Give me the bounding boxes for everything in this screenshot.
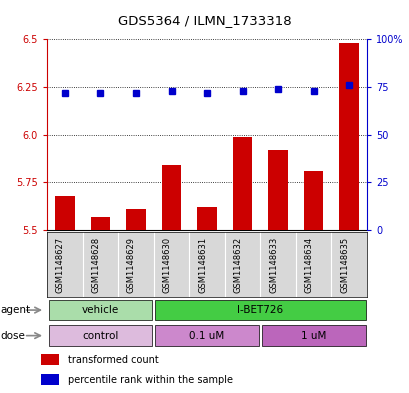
Text: GSM1148632: GSM1148632: [233, 237, 242, 293]
Bar: [126, 209, 146, 230]
Bar: [90, 217, 110, 230]
Bar: [48, 325, 152, 346]
Text: I-BET726: I-BET726: [237, 305, 283, 315]
Text: GDS5364 / ILMN_1733318: GDS5364 / ILMN_1733318: [118, 14, 291, 27]
Text: control: control: [82, 331, 118, 341]
Text: agent: agent: [1, 305, 31, 315]
Bar: [232, 136, 252, 230]
Text: GSM1148635: GSM1148635: [339, 237, 348, 293]
Text: GSM1148630: GSM1148630: [162, 237, 171, 293]
Bar: [41, 374, 59, 385]
Text: GSM1148634: GSM1148634: [304, 237, 313, 293]
Bar: [41, 354, 59, 365]
Bar: [155, 300, 365, 320]
Text: GSM1148628: GSM1148628: [91, 237, 100, 293]
Text: GSM1148627: GSM1148627: [56, 237, 65, 293]
Bar: [161, 165, 181, 230]
Text: GSM1148629: GSM1148629: [127, 237, 136, 293]
Bar: [197, 207, 216, 230]
Text: GSM1148631: GSM1148631: [198, 237, 207, 293]
Text: vehicle: vehicle: [82, 305, 119, 315]
Bar: [261, 325, 365, 346]
Bar: [303, 171, 323, 230]
Text: 0.1 uM: 0.1 uM: [189, 331, 224, 341]
Bar: [155, 325, 258, 346]
Text: 1 uM: 1 uM: [300, 331, 326, 341]
Text: percentile rank within the sample: percentile rank within the sample: [67, 375, 232, 385]
Text: GSM1148633: GSM1148633: [268, 237, 277, 293]
Bar: [55, 196, 74, 230]
Text: transformed count: transformed count: [67, 355, 158, 365]
Bar: [267, 150, 287, 230]
Bar: [48, 300, 152, 320]
Text: dose: dose: [1, 331, 26, 341]
Bar: [339, 43, 358, 230]
